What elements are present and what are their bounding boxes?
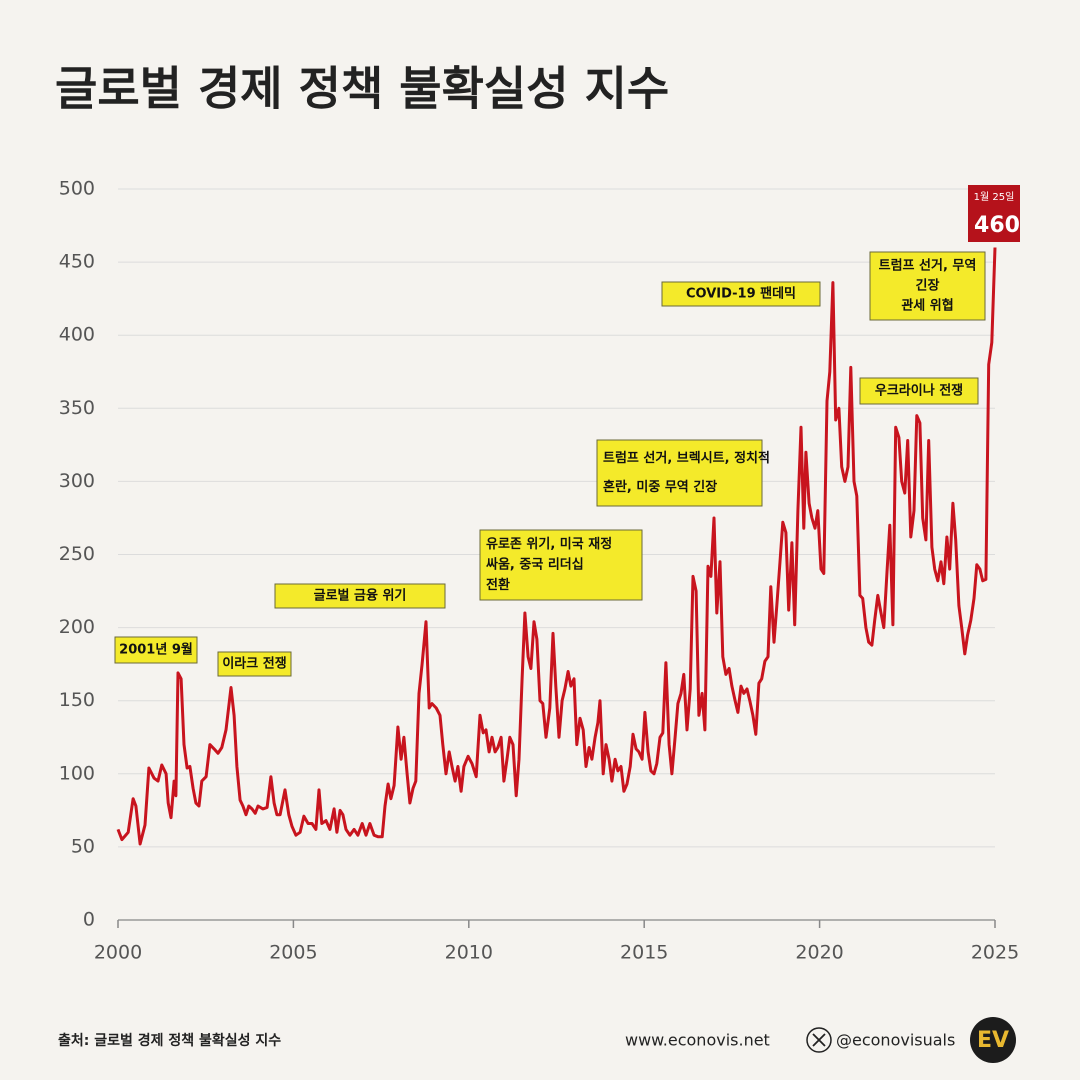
annotation: 2001년 9월: [114, 636, 198, 664]
annotation: 이라크 전쟁: [217, 651, 292, 677]
handle: @econovisuals: [836, 1031, 955, 1050]
y-tick-label: 50: [71, 835, 95, 857]
y-tick-label: 500: [59, 178, 95, 200]
annotation: COVID-19 팬데믹: [661, 281, 821, 307]
y-tick-label: 400: [59, 324, 95, 346]
chart-title: 글로벌 경제 정책 불확실성 지수: [55, 62, 669, 116]
y-tick-label: 150: [59, 689, 95, 711]
annotation-text: 이라크 전쟁: [222, 656, 286, 672]
x-tick-label: 2010: [445, 942, 493, 964]
y-tick-label: 250: [59, 543, 95, 565]
annotation-text: 글로벌 금융 위기: [314, 588, 407, 604]
source: 출처: 글로벌 경제 정책 불확실성 지수: [58, 1032, 281, 1049]
y-tick-label: 450: [59, 251, 95, 273]
x-tick-label: 2015: [620, 942, 668, 964]
callout-label: 1월 25일: [974, 191, 1015, 203]
annotation-box: [661, 281, 821, 307]
annotation: 우크라이나 전쟁: [859, 377, 979, 405]
x-tick-label: 2005: [269, 942, 317, 964]
x-tick-label: 2000: [94, 942, 142, 964]
annotation-text: 전환: [486, 577, 510, 593]
annotation-text: COVID-19 팬데믹: [686, 286, 796, 302]
annotation-text: 2001년 9월: [119, 642, 193, 658]
annotation-box: [274, 583, 446, 609]
annotation: 글로벌 금융 위기: [274, 583, 446, 609]
website: www.econovis.net: [625, 1031, 770, 1050]
x-tick-label: 2025: [971, 942, 1019, 964]
x-tick-label: 2020: [795, 942, 843, 964]
annotation-text: 유로존 위기, 미국 재정: [486, 536, 612, 552]
annotation-box: [479, 529, 643, 601]
annotation-text: 싸움, 중국 리더십: [486, 557, 584, 573]
y-tick-label: 300: [59, 470, 95, 492]
annotation-box: [114, 636, 198, 664]
y-tick-label: 100: [59, 762, 95, 784]
annotation-text: 트럼프 선거, 브렉시트, 정치적: [603, 450, 770, 466]
annotation-text: 혼란, 미중 무역 긴장: [603, 479, 717, 495]
y-tick-label: 200: [59, 616, 95, 638]
annotation-text: 긴장: [916, 278, 940, 294]
annotation-box: [596, 439, 763, 507]
y-tick-label: 350: [59, 397, 95, 419]
annotation-text: 트럼프 선거, 무역: [879, 258, 977, 274]
annotation-text: 관세 위협: [901, 298, 953, 314]
annotation-box: [869, 251, 986, 321]
x-logo: [806, 1027, 832, 1053]
annotation-box: [217, 651, 292, 677]
annotation-text: 우크라이나 전쟁: [875, 383, 963, 399]
annotation-box: [859, 377, 979, 405]
y-tick-label: 0: [83, 909, 95, 931]
callout-value: 460: [974, 213, 1020, 238]
series-line: [116, 247, 997, 846]
logo: EV: [977, 1028, 1009, 1053]
logo-badge: [970, 1017, 1016, 1063]
callout-box: [968, 185, 1020, 242]
